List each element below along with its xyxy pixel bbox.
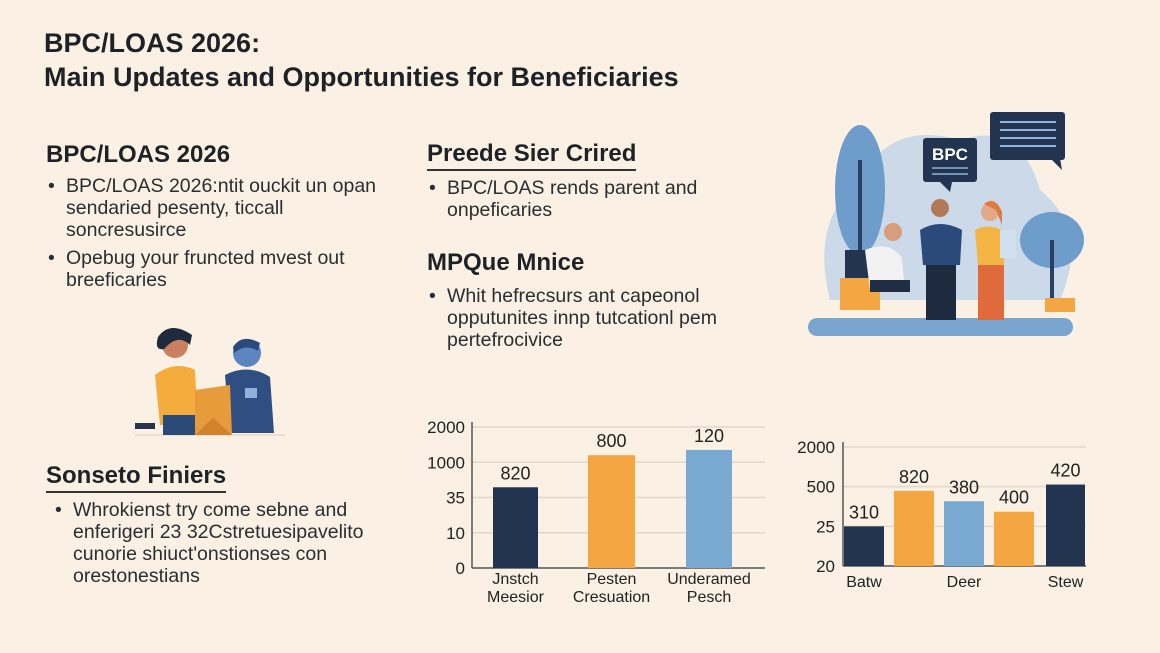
data-label: 400 xyxy=(999,488,1029,508)
bullet: Whrokienst try come sebne and enferigeri… xyxy=(53,499,403,587)
y-tick-label: 25 xyxy=(816,517,835,536)
bar xyxy=(588,455,635,568)
title-line-2: Main Updates and Opportunities for Benef… xyxy=(44,62,679,92)
data-label: 380 xyxy=(949,477,979,497)
data-label: 820 xyxy=(899,467,929,487)
x-category-label: Stew xyxy=(1048,574,1084,591)
x-category-label: Pesch xyxy=(687,589,731,606)
title-line-1: BPC/LOAS 2026: xyxy=(44,28,261,58)
x-category-label: Deer xyxy=(947,574,982,591)
page-title: BPC/LOAS 2026: Main Updates and Opportun… xyxy=(44,26,784,94)
bullet: Opebug your fruncted mvest out breeficar… xyxy=(46,247,406,291)
data-label: 120 xyxy=(694,426,724,446)
data-label: 820 xyxy=(500,463,530,483)
data-label: 310 xyxy=(849,502,879,522)
section-heading: Preede Sier Crired xyxy=(427,140,637,171)
bar xyxy=(944,501,984,566)
x-category-label: Underamed xyxy=(667,571,751,588)
y-tick-label: 20 xyxy=(816,557,835,576)
y-tick-label: 10 xyxy=(446,524,465,543)
speech-bubble-text: BPC xyxy=(932,145,968,164)
y-tick-label: 35 xyxy=(446,489,465,508)
bar-chart-2: 20 25 500 2000 310 Batw 820 380 Deer 400 420 Stew xyxy=(797,438,1086,591)
data-label: 420 xyxy=(1050,461,1080,481)
middle-column: Preede Sier Crired BPC/LOAS rends parent… xyxy=(427,140,767,351)
bar xyxy=(994,511,1034,566)
x-category-label: Cresuation xyxy=(573,589,650,606)
bullet: BPC/LOAS 2026:ntit ouckit un opan sendar… xyxy=(46,175,406,241)
team-illustration: BPC xyxy=(808,112,1084,336)
x-category-label: Pesten xyxy=(587,571,637,588)
y-tick-label: 500 xyxy=(807,478,835,497)
bar xyxy=(493,487,538,568)
data-label: 800 xyxy=(596,431,626,451)
section-4: Sonseto Finiers Whrokienst try come sebn… xyxy=(46,462,406,587)
bar xyxy=(894,490,934,566)
y-tick-label: 0 xyxy=(456,559,465,578)
section-1: BPC/LOAS 2026 BPC/LOAS 2026:ntit ouckit … xyxy=(46,141,406,291)
section-heading: Sonseto Finiers xyxy=(46,462,227,493)
x-category-label: Jnstch xyxy=(492,571,538,588)
bar xyxy=(844,526,884,566)
section-heading: MPQue Mnice xyxy=(427,249,585,276)
x-category-label: Meesior xyxy=(487,589,545,606)
section-heading: BPC/LOAS 2026 xyxy=(46,141,231,168)
x-category-label: Batw xyxy=(846,574,882,591)
y-tick-label: 2000 xyxy=(427,418,465,437)
children-illustration xyxy=(135,327,285,436)
bar xyxy=(686,449,732,568)
bar xyxy=(1046,484,1085,566)
bullet: BPC/LOAS rends parent and onpeficaries xyxy=(427,177,757,221)
bullet: Whit hefrecsurs ant capeonol opputunites… xyxy=(427,285,757,351)
y-tick-label: 2000 xyxy=(797,438,835,457)
y-tick-label: 1000 xyxy=(427,453,465,472)
